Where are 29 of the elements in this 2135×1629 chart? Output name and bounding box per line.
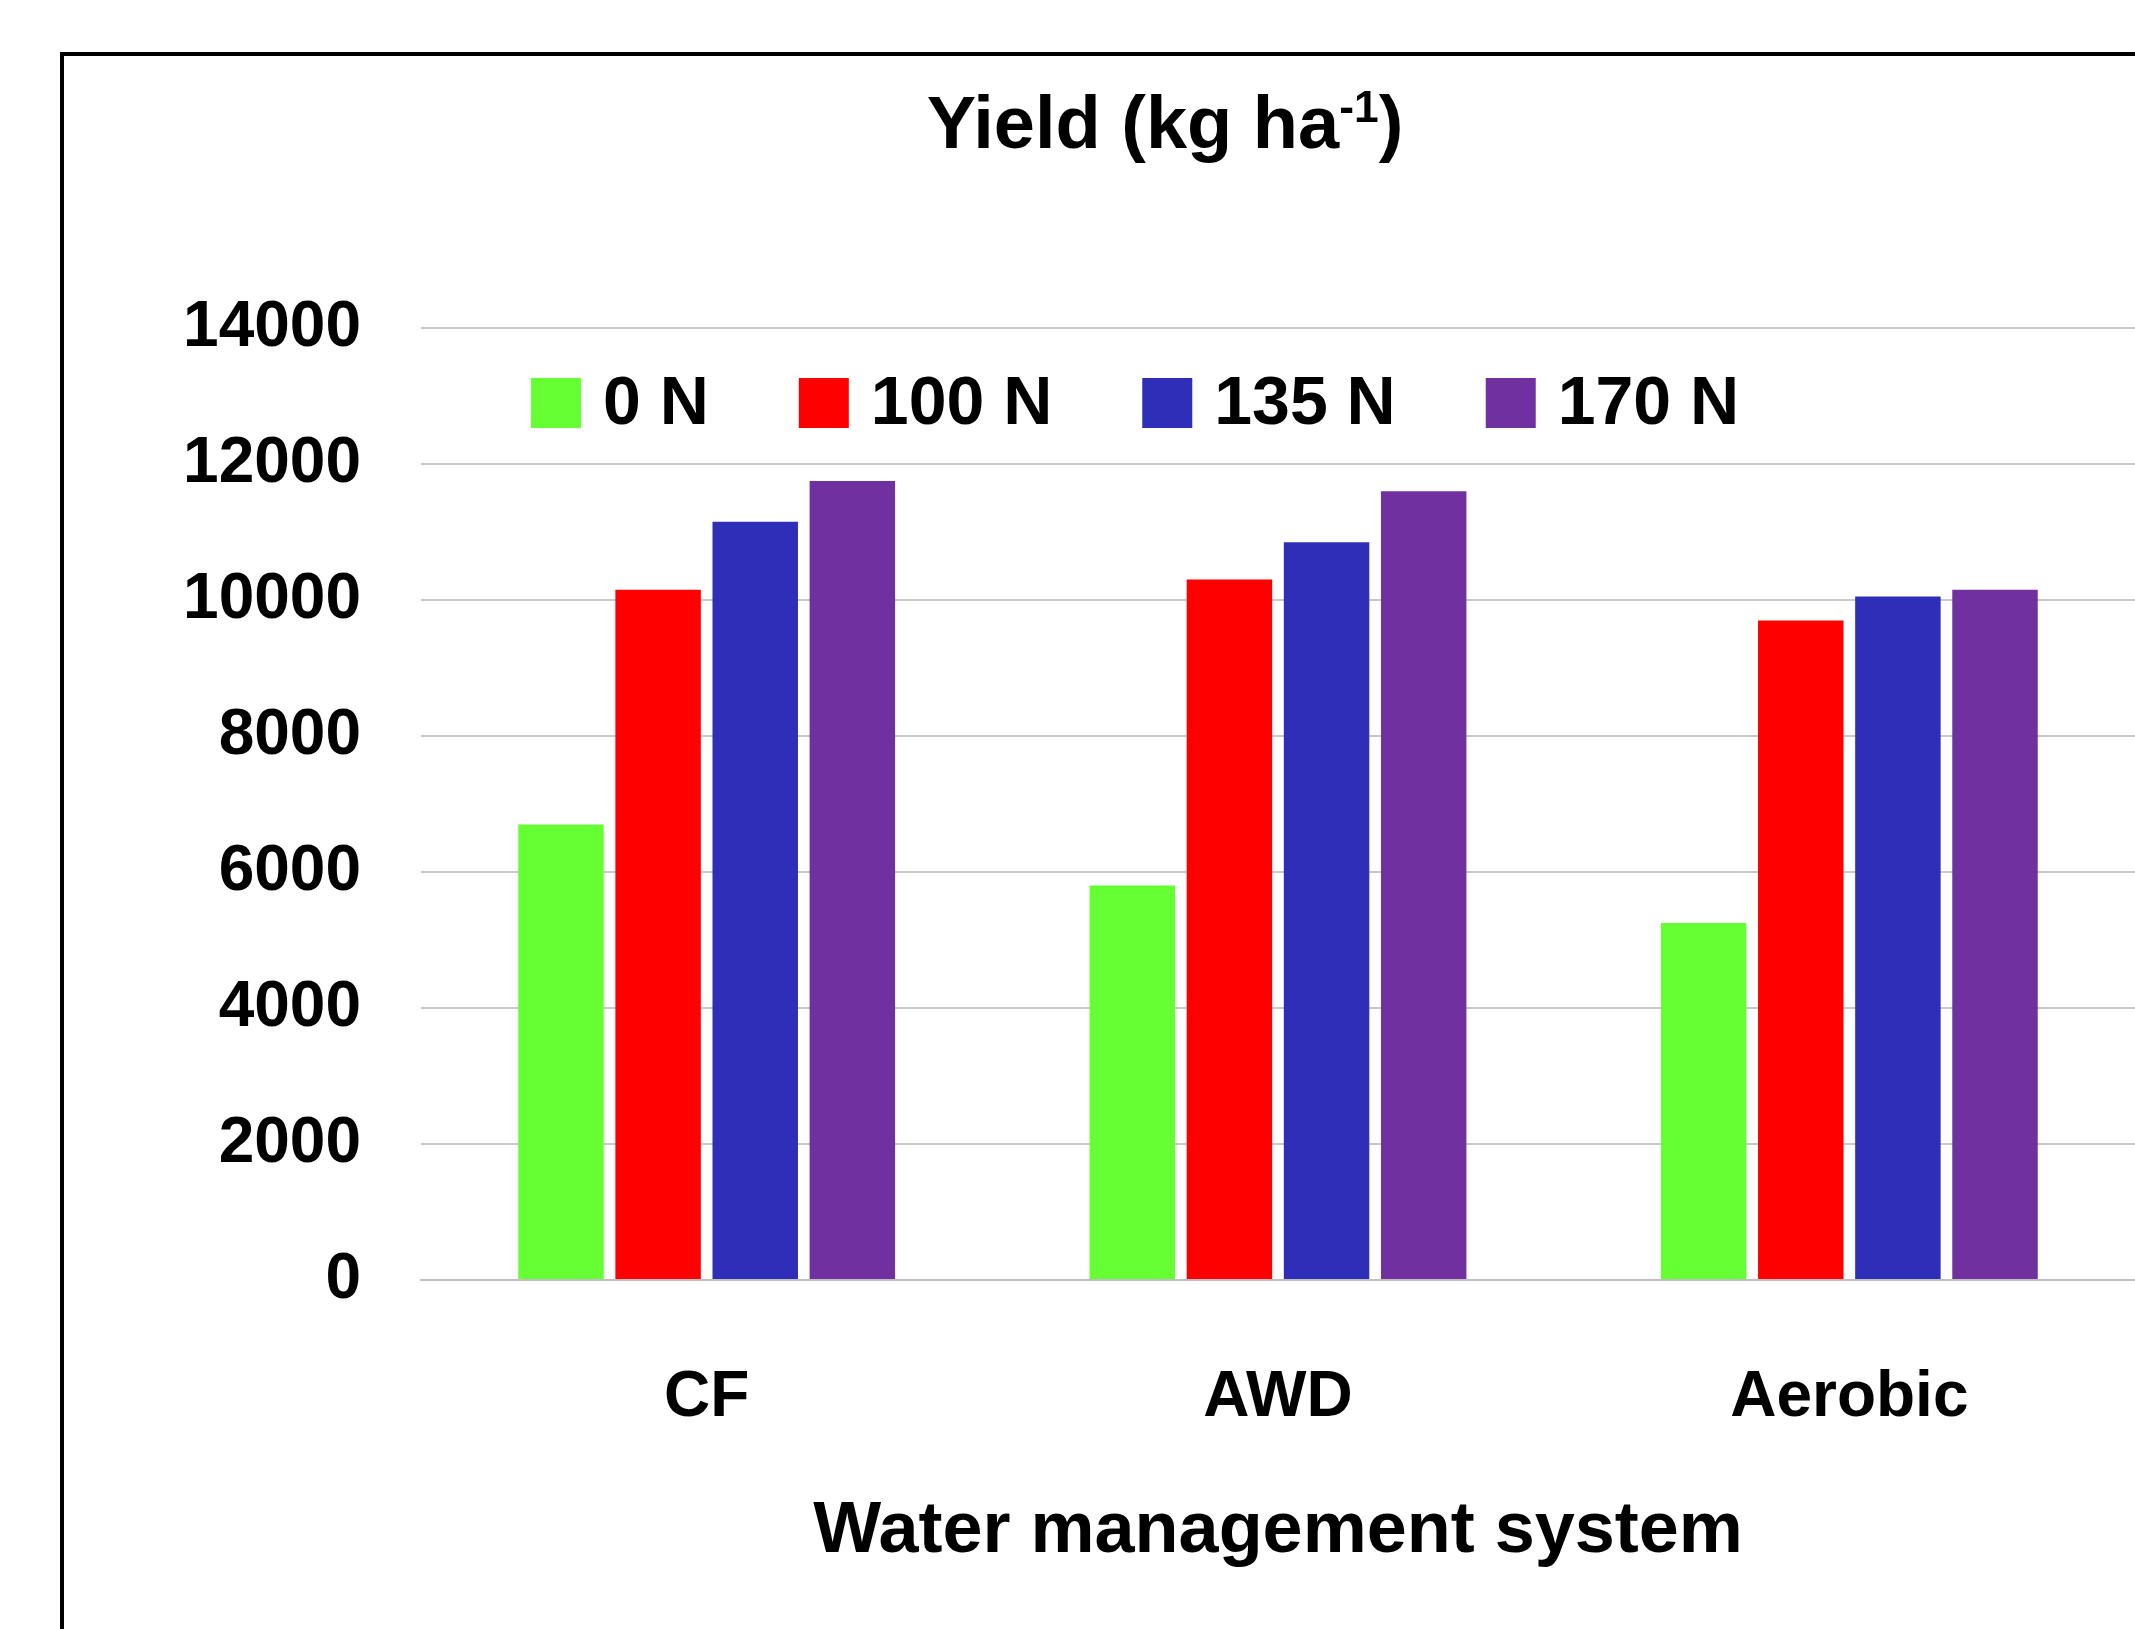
legend-label: 100 N: [870, 361, 1053, 438]
chart-title: Yield (kg ha$^{-1}$): [925, 80, 1405, 165]
bar: [1855, 596, 1941, 1279]
bar: [518, 824, 604, 1279]
legend-label: 135 N: [1214, 361, 1396, 438]
y-tick-label: 0: [325, 1239, 361, 1312]
bar: [809, 481, 896, 1279]
y-tick-label: 6000: [218, 831, 361, 904]
y-tick-label: 8000: [218, 695, 361, 768]
y-tick-label: 12000: [183, 423, 361, 496]
x-axis-title: Water management system: [813, 1486, 1743, 1567]
legend-label: 0 N: [603, 361, 709, 438]
bar: [1952, 589, 2038, 1279]
x-tick-label: CF: [664, 1358, 750, 1431]
y-tick-label: 14000: [183, 287, 361, 360]
bar: [1186, 579, 1273, 1279]
bar: [1660, 923, 1747, 1279]
y-tick-label: 4000: [218, 967, 361, 1040]
bar: [1089, 885, 1176, 1279]
bar: [1380, 491, 1467, 1279]
legend-label: 170 N: [1557, 361, 1740, 438]
bar: [615, 589, 701, 1279]
bar: [712, 521, 798, 1279]
y-tick-label: 10000: [183, 559, 361, 632]
x-tick-label: Aerobic: [1730, 1358, 1969, 1431]
bar: [1283, 542, 1370, 1279]
bar: [1758, 620, 1844, 1279]
x-tick-label: AWD: [1203, 1358, 1353, 1431]
y-tick-label: 2000: [218, 1103, 361, 1176]
